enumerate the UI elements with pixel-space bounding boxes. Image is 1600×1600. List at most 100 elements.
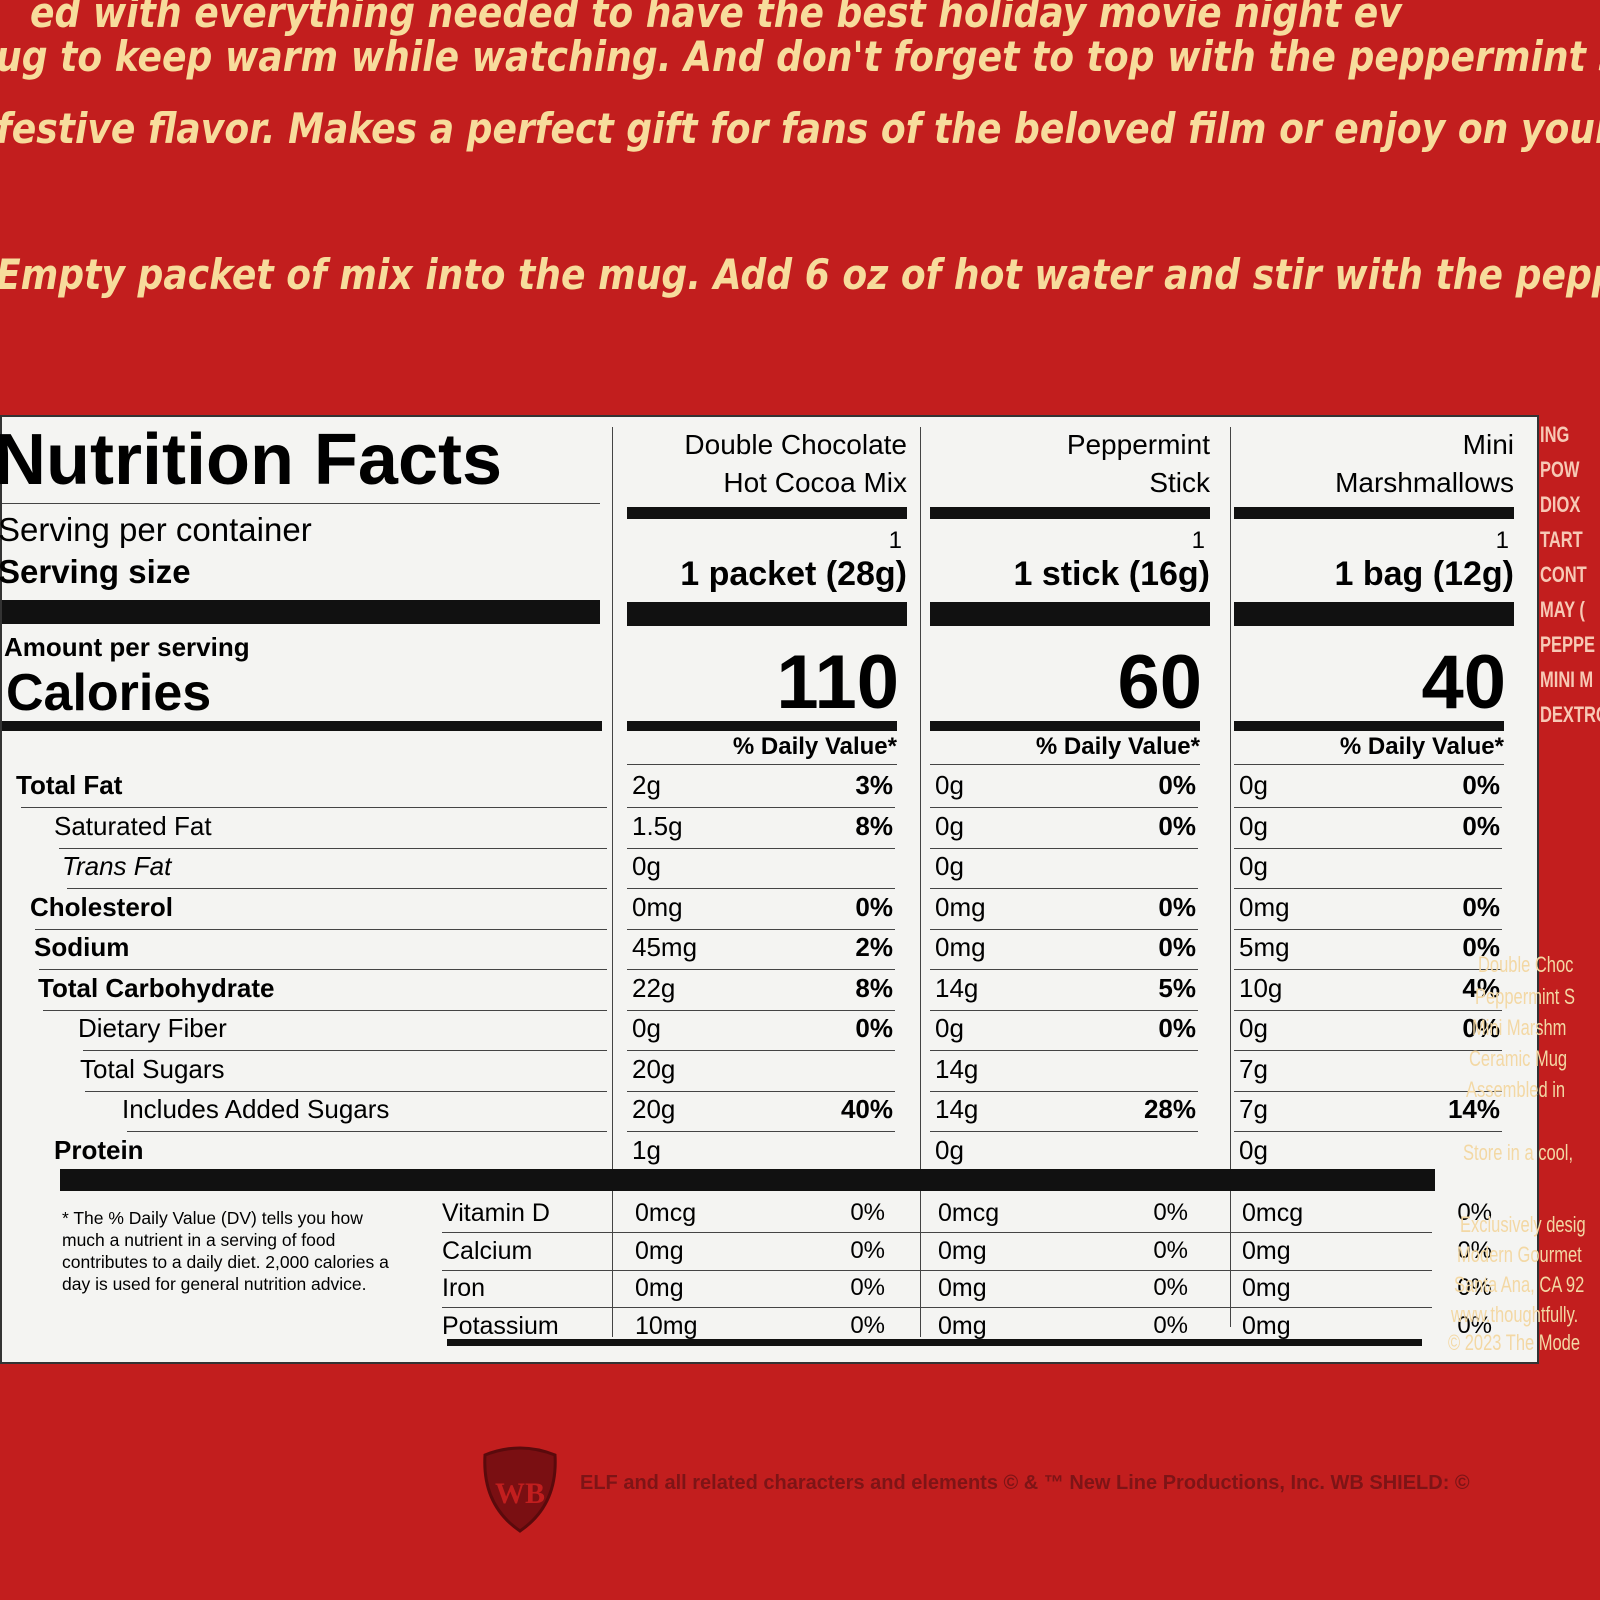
- bar: [2, 600, 600, 624]
- daily-value: 0%: [1153, 1311, 1188, 1339]
- hr: [442, 1307, 1432, 1308]
- hr: [1234, 1131, 1502, 1132]
- side-text: POW: [1540, 457, 1580, 482]
- hr: [2, 503, 600, 504]
- daily-value: 0%: [850, 1236, 885, 1264]
- daily-value: 0%: [850, 1199, 885, 1226]
- side-text: MINI M: [1540, 667, 1594, 692]
- daily-value: 0%: [850, 1274, 885, 1301]
- amount: 0g: [1239, 851, 1268, 881]
- divider: [612, 427, 613, 1337]
- hr: [1234, 969, 1502, 970]
- column-name: Stick: [1149, 467, 1210, 498]
- hr: [930, 1131, 1198, 1132]
- bar: [627, 507, 907, 519]
- divider: [1230, 427, 1231, 1327]
- nutrient-name: Dietary Fiber: [78, 1013, 227, 1043]
- servings: 1: [888, 527, 902, 554]
- side-text: Peppermint S: [1475, 984, 1575, 1009]
- hr: [627, 1131, 895, 1132]
- hr: [627, 969, 895, 970]
- amount: 0g: [1239, 1134, 1268, 1165]
- hr: [85, 1090, 607, 1092]
- amount: 10g: [1239, 972, 1283, 1003]
- side-text: © 2023 The Mode: [1448, 1330, 1581, 1355]
- amount: 14g: [935, 1053, 979, 1084]
- nutrient-name: Saturated Fat: [54, 810, 212, 841]
- dv-header: % Daily Value*: [1339, 733, 1504, 760]
- hr: [21, 807, 607, 808]
- hr: [930, 807, 1198, 808]
- side-text: Double Choc: [1478, 952, 1574, 977]
- amount: 0g: [1239, 810, 1268, 841]
- daily-value: 0%: [1158, 810, 1196, 841]
- hr: [442, 1232, 1432, 1233]
- amount: 0mg: [632, 891, 683, 922]
- daily-value: 2%: [855, 932, 893, 962]
- nutrient-name: Includes Added Sugars: [122, 1094, 390, 1124]
- bar: [1234, 721, 1504, 731]
- amount: 1.5g: [632, 810, 683, 841]
- hr: [930, 764, 1200, 765]
- amount: 0g: [935, 1013, 964, 1043]
- daily-value: 0%: [850, 1311, 885, 1339]
- directions: Empty packet of mix into the mug. Add 6 …: [0, 250, 1600, 299]
- bar: [60, 1169, 1435, 1191]
- amount: 5mg: [1239, 932, 1290, 962]
- bar: [627, 602, 907, 626]
- daily-value: 0%: [1462, 810, 1500, 841]
- hr: [1234, 764, 1504, 765]
- vitamin-name: Calcium: [442, 1236, 533, 1265]
- side-text: Ceramic Mug: [1469, 1046, 1568, 1071]
- bar: [447, 1339, 1422, 1346]
- copyright: ELF and all related characters and eleme…: [580, 1472, 1470, 1494]
- hr: [1234, 888, 1502, 889]
- daily-value: 8%: [855, 810, 893, 841]
- hr: [930, 888, 1198, 889]
- serving-size: 1 bag (12g): [1334, 555, 1514, 593]
- serving-size: 1 stick (16g): [1013, 555, 1210, 593]
- amount: 0g: [935, 851, 964, 881]
- daily-value: 0%: [1457, 1236, 1492, 1264]
- amount: 0mg: [935, 891, 986, 922]
- bar: [1234, 602, 1514, 626]
- amount: 0g: [935, 810, 964, 841]
- amount: 22g: [632, 972, 676, 1003]
- hr: [627, 1090, 895, 1092]
- hr: [627, 1009, 895, 1011]
- daily-value: 0%: [1462, 770, 1500, 800]
- amount: 0mg: [1239, 891, 1290, 922]
- nutrient-name: Total Sugars: [80, 1053, 225, 1084]
- serving-size-label: Serving size: [0, 553, 191, 590]
- amount: 1g: [632, 1134, 661, 1165]
- side-text: Modern Gourmet: [1457, 1242, 1582, 1267]
- hr: [1234, 807, 1502, 808]
- amount: 0mg: [635, 1236, 684, 1265]
- servings: 1: [1191, 527, 1205, 554]
- nutrient-name: Protein: [54, 1134, 144, 1165]
- amount: 0g: [632, 1013, 661, 1043]
- daily-value: 0%: [855, 1013, 893, 1043]
- calories: 40: [1421, 640, 1506, 725]
- amount: 20g: [632, 1053, 676, 1084]
- amount: 0mg: [938, 1236, 987, 1265]
- side-text: TART: [1540, 527, 1583, 552]
- hr: [627, 928, 895, 930]
- hr: [930, 928, 1198, 930]
- side-text: ING: [1540, 422, 1570, 447]
- serving-size: 1 packet (28g): [680, 555, 907, 593]
- divider: [920, 427, 921, 1337]
- daily-value: 4%: [1462, 972, 1500, 1003]
- calories: 110: [776, 640, 899, 725]
- side-text: www.thoughtfully.: [1451, 1302, 1579, 1327]
- footnote: * The % Daily Value (DV) tells you how m…: [62, 1208, 389, 1294]
- daily-value: 0%: [1158, 1013, 1196, 1043]
- hr: [930, 1090, 1198, 1092]
- hr: [627, 807, 895, 808]
- side-text: PEPPE: [1540, 632, 1596, 657]
- bar: [2, 721, 602, 731]
- amount: 14g: [935, 972, 979, 1003]
- amount: 0g: [935, 770, 964, 800]
- amount: 0mcg: [635, 1199, 697, 1227]
- intro-line: festive flavor. Makes a perfect gift for…: [0, 104, 1600, 153]
